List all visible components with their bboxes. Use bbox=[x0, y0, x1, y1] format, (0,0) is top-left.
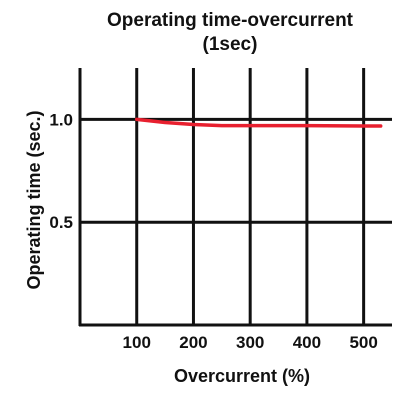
chart-subtitle: (1sec) bbox=[203, 34, 258, 55]
y-axis-label: Operating time (sec.) bbox=[24, 110, 44, 289]
chart-title: Operating time-overcurrent bbox=[107, 10, 354, 31]
x-tick-label: 100 bbox=[123, 333, 151, 352]
x-tick-label: 400 bbox=[293, 333, 321, 352]
x-axis-label: Overcurrent (%) bbox=[174, 366, 310, 386]
y-tick-label: 1.0 bbox=[49, 110, 73, 129]
grid bbox=[78, 68, 392, 327]
tick-labels: 100 200 300 400 500 0.5 1.0 bbox=[49, 110, 377, 352]
x-tick-label: 300 bbox=[236, 333, 264, 352]
series-layer bbox=[134, 117, 383, 128]
x-tick-label: 200 bbox=[179, 333, 207, 352]
series-line bbox=[134, 117, 383, 128]
y-tick-label: 0.5 bbox=[49, 213, 73, 232]
x-tick-label: 500 bbox=[349, 333, 377, 352]
